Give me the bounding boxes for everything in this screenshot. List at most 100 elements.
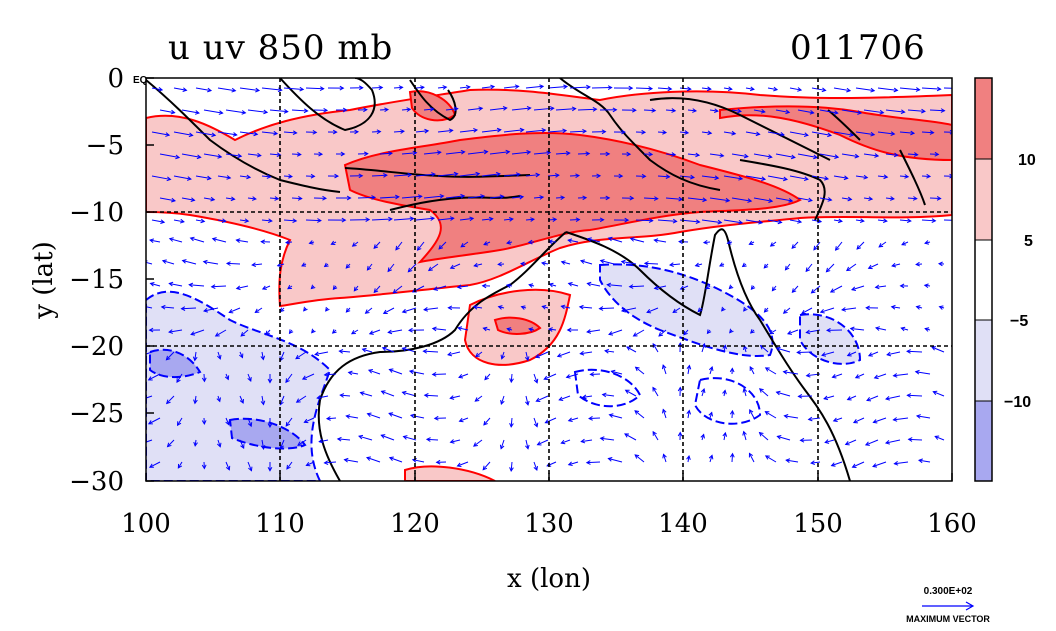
wind-vector [931, 346, 945, 353]
wind-vector-head [416, 246, 422, 251]
wind-vector-head [566, 327, 572, 333]
wind-vector-head [775, 390, 781, 396]
wind-vector [687, 365, 690, 375]
wind-vector-head [400, 129, 405, 134]
wind-vector [634, 454, 645, 463]
wind-vector [215, 329, 227, 337]
wind-vector [841, 109, 862, 114]
wind-vector-head [401, 390, 407, 396]
wind-vector [630, 238, 645, 243]
wind-vector-head [165, 132, 171, 137]
wind-vector [749, 453, 755, 463]
wind-vector-head [906, 218, 912, 224]
wind-vector-head [160, 219, 166, 224]
wind-vector-head [535, 172, 541, 178]
wind-vector [252, 263, 263, 266]
wind-vector-head [891, 262, 897, 268]
wind-vector-head [749, 408, 754, 414]
wind-vector-head [641, 173, 647, 179]
wind-vector-head [742, 387, 748, 393]
wind-vector [608, 457, 623, 463]
wind-vector-head [420, 85, 425, 90]
wind-vector-head [407, 267, 413, 273]
wind-vector [611, 370, 623, 375]
wind-vector-head [821, 352, 827, 357]
wind-vector [608, 329, 623, 335]
wind-vector [878, 241, 887, 248]
wind-vector [217, 131, 237, 136]
wind-vector-head [599, 259, 605, 264]
wind-vector-head [653, 196, 659, 201]
wind-vector [743, 431, 747, 441]
wind-vector-head [601, 129, 607, 135]
wind-vector [348, 371, 359, 375]
wind-vector-head [147, 376, 153, 381]
wind-vector [483, 327, 491, 331]
wind-vector-head [431, 326, 437, 332]
wind-vector [753, 153, 772, 158]
colorbar-label: −10 [1004, 394, 1031, 411]
wind-vector-head [598, 306, 604, 311]
wind-vector-head [915, 414, 921, 419]
wind-vector-head [949, 129, 952, 135]
wind-vector-head [286, 464, 291, 470]
wind-vector [302, 373, 315, 380]
wind-vector [261, 439, 265, 450]
wind-vector [731, 153, 748, 158]
wind-vector [533, 373, 538, 383]
wind-vector [402, 307, 417, 313]
wind-vector-head [196, 154, 202, 160]
wind-vector [709, 153, 724, 157]
wind-vector-head [870, 131, 876, 137]
wind-vector [367, 413, 381, 419]
wind-vector-head [540, 261, 546, 266]
wind-vector-head [295, 398, 301, 403]
wind-vector [459, 129, 478, 133]
wind-vector [533, 417, 538, 427]
wind-vector [225, 197, 235, 200]
wind-vector-head [694, 262, 700, 268]
wind-vector-head [340, 151, 346, 157]
wind-vector-head [186, 176, 192, 181]
wind-vector [749, 409, 755, 419]
wind-vector-head [847, 196, 853, 202]
wind-vector-head [904, 174, 910, 179]
colorbar-segment [975, 240, 992, 320]
wind-vector-head [893, 460, 899, 466]
wind-vector [855, 87, 875, 92]
wind-vector [269, 109, 288, 113]
wind-vector-head [388, 412, 394, 417]
wind-vector [388, 329, 403, 333]
wind-vector-head [686, 86, 692, 92]
wind-vector [760, 345, 769, 353]
wind-vector [166, 395, 175, 404]
wind-vector [304, 417, 315, 423]
wind-vector [437, 173, 458, 177]
wind-vector [851, 285, 865, 291]
wind-vector [687, 109, 697, 112]
wind-vector-head [354, 129, 360, 135]
wind-vector [765, 455, 777, 463]
wind-vector [510, 373, 513, 383]
wind-vector-head [834, 154, 840, 159]
wind-vector [362, 348, 373, 353]
wind-vector-head [265, 330, 270, 336]
wind-vector [450, 395, 461, 399]
wind-vector-head [728, 284, 734, 290]
wind-vector [745, 175, 766, 180]
wind-vector [269, 153, 281, 156]
y-axis-label: y (lat) [29, 241, 59, 320]
wind-vector-head [188, 132, 194, 138]
wind-vector [283, 87, 304, 90]
wind-vector-head [502, 106, 508, 111]
negative-u-shading [146, 263, 862, 481]
wind-vector-head [938, 305, 944, 310]
wind-vector [723, 219, 743, 224]
wind-vector-head [260, 444, 266, 450]
wind-vector-head [544, 419, 550, 424]
wind-vector [797, 197, 812, 202]
wind-vector-head [288, 329, 294, 335]
wind-vector-head [695, 219, 701, 225]
wind-vector [181, 307, 197, 310]
wind-vector [283, 219, 297, 222]
